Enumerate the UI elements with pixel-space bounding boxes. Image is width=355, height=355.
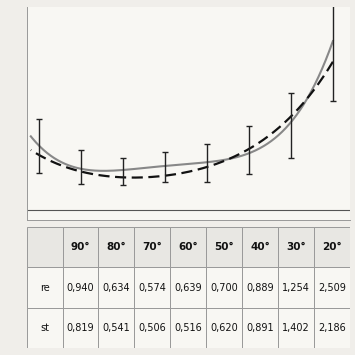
- Text: re: re: [40, 283, 49, 293]
- Bar: [98, 227, 134, 267]
- Bar: [170, 227, 206, 267]
- Bar: [278, 227, 314, 267]
- Bar: [62, 308, 98, 348]
- Bar: [278, 267, 314, 308]
- Text: 0,889: 0,889: [246, 283, 274, 293]
- Bar: [134, 308, 170, 348]
- Text: 30°: 30°: [286, 242, 306, 252]
- Text: 0,634: 0,634: [103, 283, 130, 293]
- Bar: [62, 227, 98, 267]
- Bar: [314, 227, 350, 267]
- Text: 90°: 90°: [71, 242, 90, 252]
- Bar: [314, 267, 350, 308]
- Text: 0,541: 0,541: [103, 323, 130, 333]
- Text: 0,516: 0,516: [174, 323, 202, 333]
- Text: 0,891: 0,891: [246, 323, 274, 333]
- Bar: [170, 308, 206, 348]
- Bar: [242, 308, 278, 348]
- Text: 50°: 50°: [214, 242, 234, 252]
- Bar: [242, 227, 278, 267]
- Bar: [206, 308, 242, 348]
- Text: 80°: 80°: [106, 242, 126, 252]
- Bar: [62, 267, 98, 308]
- Text: 0,819: 0,819: [67, 323, 94, 333]
- Text: st: st: [40, 323, 49, 333]
- Bar: [206, 267, 242, 308]
- Bar: [242, 267, 278, 308]
- Text: 0,506: 0,506: [138, 323, 166, 333]
- Bar: [27, 227, 62, 267]
- Text: 0,639: 0,639: [174, 283, 202, 293]
- Bar: [27, 267, 62, 308]
- Text: 0,574: 0,574: [138, 283, 166, 293]
- Bar: [278, 308, 314, 348]
- Text: 70°: 70°: [142, 242, 162, 252]
- Text: 1,254: 1,254: [282, 283, 310, 293]
- Bar: [314, 308, 350, 348]
- Text: 1,402: 1,402: [282, 323, 310, 333]
- Text: 0,700: 0,700: [210, 283, 238, 293]
- Text: 0,620: 0,620: [210, 323, 238, 333]
- Bar: [27, 308, 62, 348]
- Text: 20°: 20°: [322, 242, 342, 252]
- Bar: [134, 267, 170, 308]
- Text: 0,940: 0,940: [67, 283, 94, 293]
- Text: 60°: 60°: [178, 242, 198, 252]
- Text: 2,509: 2,509: [318, 283, 346, 293]
- Bar: [206, 227, 242, 267]
- Bar: [98, 267, 134, 308]
- Bar: [98, 308, 134, 348]
- Text: 2,186: 2,186: [318, 323, 346, 333]
- Bar: [134, 227, 170, 267]
- Text: 40°: 40°: [250, 242, 270, 252]
- Bar: [170, 267, 206, 308]
